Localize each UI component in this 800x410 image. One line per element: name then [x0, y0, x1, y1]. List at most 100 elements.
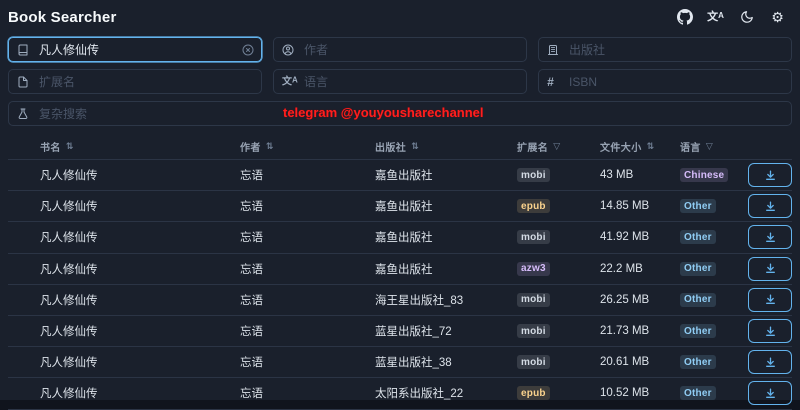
book-icon — [17, 44, 29, 56]
book-author: 忘语 — [240, 388, 263, 401]
github-icon[interactable] — [676, 9, 693, 26]
book-author: 忘语 — [240, 170, 263, 183]
extension-badge: mobi — [517, 168, 550, 183]
filter-icon[interactable]: ▽ — [705, 140, 714, 151]
download-button[interactable] — [748, 381, 792, 406]
table-row: 凡人修仙传 忘语 嘉鱼出版社 mobi 41.92 MB Other — [8, 222, 792, 254]
download-button[interactable] — [748, 287, 792, 312]
download-icon — [764, 262, 777, 275]
column-header-label: 出版社 — [375, 142, 407, 154]
translate-icon[interactable]: 文A — [707, 10, 724, 23]
extension-badge: epub — [517, 386, 550, 401]
column-header[interactable]: 扩展名 ▽ — [517, 139, 600, 154]
language-input[interactable] — [273, 69, 527, 94]
column-header-label: 书名 — [40, 142, 61, 154]
sort-icon[interactable]: ⇅ — [646, 140, 655, 151]
book-publisher: 蓝星出版社_72 — [375, 326, 452, 339]
download-button[interactable] — [748, 225, 792, 250]
table-row: 凡人修仙传 忘语 蓝星出版社_72 mobi 21.73 MB Other — [8, 316, 792, 348]
author-field — [273, 37, 527, 62]
sort-icon[interactable]: ⇅ — [65, 140, 74, 151]
extension-badge: mobi — [517, 324, 550, 339]
download-icon — [764, 231, 777, 244]
book-author: 忘语 — [240, 232, 263, 245]
book-author: 忘语 — [240, 201, 263, 214]
settings-gear-icon[interactable]: ⚙ — [771, 8, 784, 25]
dark-mode-moon-icon[interactable] — [738, 9, 755, 26]
book-publisher: 蓝星出版社_38 — [375, 357, 452, 370]
search-form: 文A # — [8, 37, 792, 94]
column-header-label: 语言 — [680, 142, 701, 154]
filter-icon[interactable]: ▽ — [553, 140, 561, 151]
book-author: 忘语 — [240, 294, 263, 307]
column-header-label: 扩展名 — [517, 142, 549, 154]
language-badge: Other — [680, 199, 716, 214]
complex-search-input[interactable] — [8, 101, 792, 126]
download-button[interactable] — [748, 256, 792, 281]
sort-icon[interactable]: ⇅ — [411, 140, 420, 151]
isbn-field: # — [538, 69, 792, 94]
download-icon — [764, 325, 777, 338]
download-button[interactable] — [748, 163, 792, 188]
download-icon — [764, 200, 777, 213]
author-icon — [282, 44, 294, 56]
download-button[interactable] — [748, 350, 792, 375]
file-size: 10.52 MB — [600, 387, 650, 400]
book-title: 凡人修仙传 — [40, 326, 98, 339]
column-header[interactable]: 语言 ▽ — [680, 139, 748, 154]
hash-icon: # — [547, 74, 554, 89]
file-size: 41.92 MB — [600, 231, 650, 244]
sort-icon[interactable]: ⇅ — [265, 140, 274, 151]
book-title: 凡人修仙传 — [40, 232, 98, 245]
extension-field — [8, 69, 262, 94]
extension-input[interactable] — [8, 69, 262, 94]
download-button[interactable] — [748, 319, 792, 344]
column-header[interactable]: 文件大小 ⇅ — [600, 139, 680, 154]
book-title: 凡人修仙传 — [40, 357, 98, 370]
column-header[interactable]: 出版社 ⇅ — [375, 139, 517, 154]
download-button[interactable] — [748, 194, 792, 219]
table-row: 凡人修仙传 忘语 嘉鱼出版社 epub 14.85 MB Other — [8, 191, 792, 223]
download-icon — [764, 169, 777, 182]
column-header[interactable]: 作者 ⇅ — [240, 139, 375, 154]
table-row: 凡人修仙传 忘语 海王星出版社_83 mobi 26.25 MB Other — [8, 285, 792, 316]
book-title: 凡人修仙传 — [40, 170, 98, 183]
table-row: 凡人修仙传 忘语 嘉鱼出版社 mobi 43 MB Chinese — [8, 160, 792, 192]
file-icon — [17, 76, 29, 88]
file-size: 43 MB — [600, 169, 634, 182]
title-input[interactable] — [8, 37, 262, 62]
isbn-input[interactable] — [538, 69, 792, 94]
extension-badge: epub — [517, 199, 550, 214]
publisher-field — [538, 37, 792, 62]
language-badge: Other — [680, 355, 716, 370]
book-publisher: 嘉鱼出版社 — [375, 170, 433, 183]
table-row: 凡人修仙传 忘语 太阳系出版社_22 epub 10.52 MB Other — [8, 378, 792, 410]
book-title: 凡人修仙传 — [40, 201, 98, 214]
app-bar: Book Searcher 文A ⚙ — [8, 0, 792, 34]
extension-badge: azw3 — [517, 261, 550, 276]
book-title: 凡人修仙传 — [40, 388, 98, 401]
table-body: 凡人修仙传 忘语 嘉鱼出版社 mobi 43 MB Chinese 凡人修仙传 忘语 嘉鱼出版社… — [8, 160, 792, 410]
book-title: 凡人修仙传 — [40, 263, 98, 276]
clear-icon[interactable] — [242, 44, 254, 56]
file-size: 14.85 MB — [600, 200, 650, 213]
building-icon — [547, 44, 559, 56]
column-header-label: 作者 — [240, 142, 261, 154]
author-input[interactable] — [273, 37, 527, 62]
title-field — [8, 37, 262, 62]
book-title: 凡人修仙传 — [40, 294, 98, 307]
language-badge: Chinese — [680, 168, 729, 183]
download-icon — [764, 293, 777, 306]
table-row: 凡人修仙传 忘语 蓝星出版社_38 mobi 20.61 MB Other — [8, 347, 792, 379]
language-field: 文A — [273, 69, 527, 94]
column-header[interactable]: 书名 ⇅ — [8, 139, 240, 154]
toolbar: 文A ⚙ — [676, 9, 792, 26]
language-badge: Other — [680, 386, 716, 401]
language-badge: Other — [680, 230, 716, 245]
book-author: 忘语 — [240, 263, 263, 276]
publisher-input[interactable] — [538, 37, 792, 62]
book-author: 忘语 — [240, 357, 263, 370]
book-publisher: 海王星出版社_83 — [375, 294, 464, 307]
download-icon — [764, 387, 777, 400]
